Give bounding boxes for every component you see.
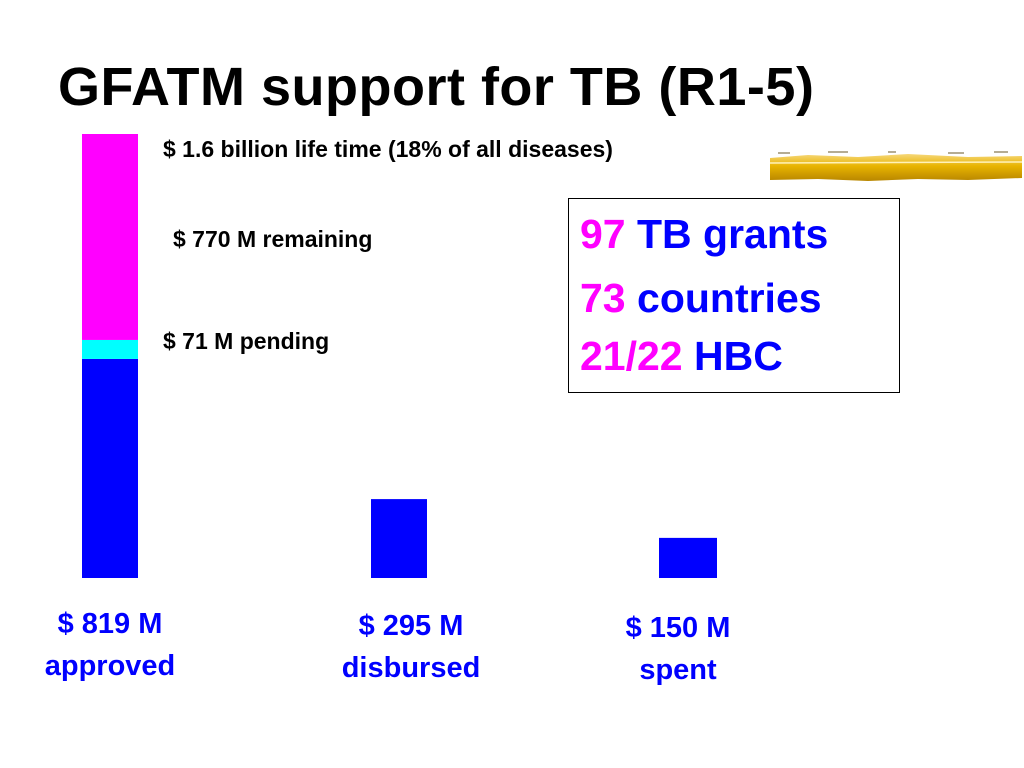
bar-label-approved: $ 819 M approved — [0, 603, 230, 687]
bar-spent-approved — [659, 537, 717, 578]
callout-number-grants: 97 — [580, 211, 626, 257]
bar-label-disbursed: $ 295 M disbursed — [291, 605, 531, 689]
bar-label-spent: $ 150 M spent — [558, 607, 798, 691]
remaining-annotation: $ 770 M remaining — [173, 226, 373, 252]
bar-label-approved-status: approved — [44, 650, 176, 682]
bar-label-spent-amount: $ 150 M — [625, 612, 731, 644]
slide-title: GFATM support for TB (R1-5) — [58, 57, 815, 117]
callout-line-hbc: 21/22 HBC — [580, 334, 783, 378]
callout-text-countries: countries — [637, 275, 822, 321]
pending-annotation: $ 71 M pending — [163, 328, 330, 354]
bar-approved-remaining — [82, 134, 138, 340]
bar-approved-approved — [82, 358, 138, 578]
callout-number-hbc: 21/22 — [580, 333, 683, 379]
bar-label-approved-amount: $ 819 M — [57, 608, 163, 640]
callout-text-hbc: HBC — [694, 333, 783, 379]
callout-text-grants: TB grants — [637, 211, 829, 257]
callout-number-countries: 73 — [580, 275, 626, 321]
bar-label-disbursed-amount: $ 295 M — [358, 610, 464, 642]
callout-line-countries: 73 countries — [580, 276, 822, 320]
tb-grants-callout: 97 TB grants 73 countries 21/22 HBC — [568, 198, 900, 393]
lifetime-annotation: $ 1.6 billion life time (18% of all dise… — [163, 136, 613, 162]
bar-label-disbursed-status: disbursed — [341, 652, 481, 684]
bar-disbursed-approved — [371, 499, 427, 578]
bar-approved-pending — [82, 339, 138, 359]
bar-label-spent-status: spent — [639, 654, 717, 686]
callout-line-grants: 97 TB grants — [580, 212, 828, 256]
decorative-stripe — [769, 151, 1023, 181]
